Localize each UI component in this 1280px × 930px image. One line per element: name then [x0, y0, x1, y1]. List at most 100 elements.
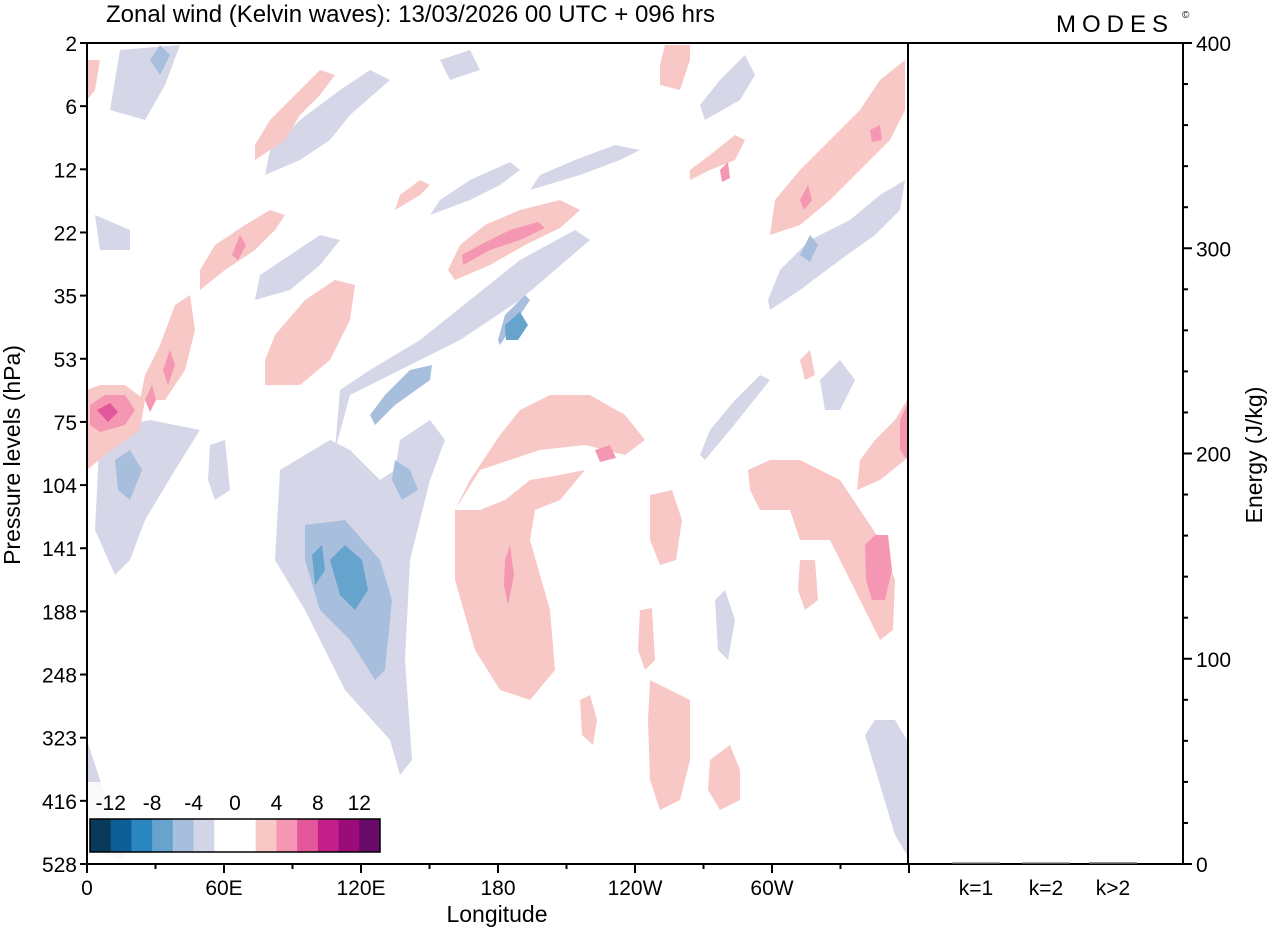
- colorbar-swatch: [90, 819, 112, 852]
- colorbar-swatch: [131, 819, 153, 852]
- colorbar-label: -8: [143, 792, 162, 815]
- contour-region: [800, 350, 815, 380]
- chart-title: Zonal wind (Kelvin waves): 13/03/2026 00…: [106, 1, 715, 28]
- contour-region: [145, 385, 156, 412]
- contour-region: [708, 745, 740, 810]
- contour-region: [660, 45, 690, 90]
- energy-axis-label: Energy (J/kg): [1241, 387, 1267, 524]
- energy-category-label: k=1: [959, 877, 993, 900]
- y-tick-label: 528: [42, 854, 77, 877]
- energy-category-label: k=2: [1029, 877, 1063, 900]
- contour-region: [440, 50, 480, 80]
- y-tick-label: 416: [42, 791, 77, 814]
- energy-y-tick-label: 200: [1196, 444, 1231, 467]
- energy-bar: [1089, 862, 1137, 864]
- contour-region: [865, 535, 892, 600]
- y-tick-label: 6: [65, 96, 77, 119]
- colorbar-label: -12: [96, 792, 126, 815]
- colorbar-swatch: [214, 819, 236, 852]
- energy-bar: [1022, 862, 1070, 864]
- contour-region: [115, 450, 142, 500]
- x-tick-label: 0: [81, 877, 93, 900]
- contour-region: [265, 70, 390, 175]
- contour-region: [97, 403, 118, 422]
- y-axis: 2 6 12 22 35 53 75 104 141 188 248 323 416 528: [42, 33, 87, 877]
- x-axis-label: Longitude: [446, 901, 547, 927]
- contour-region: [820, 360, 855, 410]
- y-tick-label: 141: [42, 538, 77, 561]
- colorbar-label: 12: [348, 792, 371, 815]
- colorbar: -12 -8 -4 0 4 8 12: [87, 782, 387, 860]
- y-tick-label: 323: [42, 728, 77, 751]
- contour-region: [700, 55, 755, 120]
- contour-region: [530, 145, 640, 190]
- contour-region: [163, 350, 175, 385]
- energy-y-tick-label: 0: [1196, 854, 1208, 877]
- y-tick-label: 75: [54, 412, 77, 435]
- x-tick-label: 120W: [608, 877, 663, 900]
- energy-category-label: k>2: [1096, 877, 1130, 900]
- contour-region: [638, 608, 655, 670]
- y-tick-label: 22: [54, 222, 77, 245]
- contour-region: [505, 312, 528, 340]
- energy-y-tick-label: 400: [1196, 33, 1231, 56]
- x-tick-label: 180: [480, 877, 515, 900]
- contour-region: [870, 125, 882, 142]
- contour-region: [865, 720, 907, 855]
- y-tick-label: 2: [65, 33, 77, 56]
- brand-logo: MODES: [1056, 11, 1174, 38]
- contour-region: [798, 560, 818, 610]
- energy-y-tick-label: 300: [1196, 238, 1231, 261]
- contour-region: [595, 445, 616, 462]
- contour-region: [232, 235, 246, 260]
- contour-region: [265, 280, 355, 385]
- contour-region: [720, 162, 730, 182]
- colorbar-swatch: [235, 819, 257, 852]
- colorbar-swatch: [193, 819, 215, 852]
- colorbar-swatch: [276, 819, 298, 852]
- y-tick-label: 12: [54, 159, 77, 182]
- energy-frame: [907, 42, 1184, 865]
- contour-region: [748, 460, 895, 640]
- colorbar-swatch: [359, 819, 381, 852]
- colorbar-swatch: [172, 819, 195, 852]
- contour-region: [95, 215, 130, 250]
- contour-region: [255, 235, 340, 300]
- x-tick-label: 60W: [750, 877, 793, 900]
- colorbar-label: 8: [312, 792, 324, 815]
- energy-bars: [952, 862, 1137, 864]
- colorbar-label: 0: [229, 792, 241, 815]
- colorbar-swatch: [338, 819, 360, 852]
- x-tick-label: 60E: [205, 877, 242, 900]
- y-axis-label: Pressure levels (hPa): [0, 345, 25, 565]
- contour-region: [455, 395, 645, 700]
- contour-region: [312, 545, 325, 585]
- energy-bar: [952, 862, 1000, 864]
- y-tick-label: 53: [54, 349, 77, 372]
- contour-region: [648, 680, 690, 810]
- contour-region: [140, 295, 195, 400]
- energy-y-tick-label: 100: [1196, 649, 1231, 672]
- contour-region: [504, 545, 514, 605]
- contour-region: [87, 60, 100, 100]
- colorbar-swatch: [297, 819, 319, 852]
- energy-y-axis: 0 100 200 300 400: [1183, 33, 1231, 877]
- colorbar-label: 4: [271, 792, 283, 815]
- brand-mark: ©: [1182, 10, 1190, 21]
- contour-region: [392, 460, 418, 500]
- colorbar-swatch: [255, 819, 277, 852]
- contour-region: [255, 70, 335, 160]
- x-tick-label: 120E: [336, 877, 385, 900]
- x-axis: 0 60E 120E 180 120W 60W: [81, 864, 910, 900]
- contour-region: [462, 222, 545, 265]
- contour-region: [857, 400, 907, 490]
- colorbar-swatch: [110, 819, 132, 852]
- contour-region: [715, 590, 735, 660]
- contour-fill-layer: [87, 45, 907, 860]
- y-tick-label: 35: [54, 286, 77, 309]
- contour-region: [800, 185, 812, 210]
- energy-panel: 0 100 200 300 400 k=1 k=2 k>2 Energy (J/kg): [907, 33, 1267, 900]
- contour-region: [208, 440, 230, 500]
